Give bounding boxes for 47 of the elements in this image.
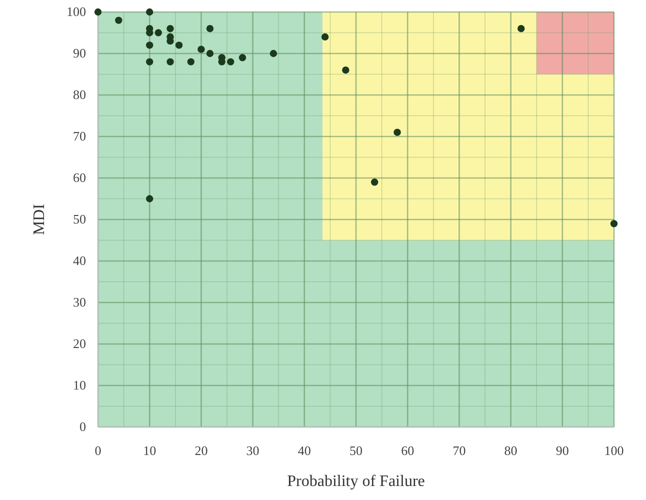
point (610, 220, 618, 228)
y-tick-label: 20 (73, 336, 86, 351)
x-tick-label: 100 (604, 443, 624, 458)
x-tick-label: 60 (401, 443, 414, 458)
x-tick-label: 70 (452, 443, 466, 458)
y-tick-label: 70 (73, 128, 86, 144)
point (394, 128, 401, 136)
y-tick-label: 10 (73, 378, 86, 392)
point (146, 42, 154, 49)
point (187, 58, 194, 66)
y-axis-title: MDI (31, 204, 48, 236)
x-axis-title: Probability of Failure (287, 473, 425, 490)
point (238, 54, 246, 62)
x-tick-label: 50 (350, 443, 362, 458)
point (518, 25, 525, 32)
point (146, 58, 154, 66)
point (146, 8, 154, 16)
x-tick-label: 90 (556, 443, 569, 458)
point (370, 178, 378, 186)
point (198, 46, 205, 53)
x-tick-label: 80 (504, 443, 518, 458)
point (115, 16, 122, 24)
point (206, 25, 214, 32)
point (166, 25, 174, 32)
point (342, 66, 350, 74)
y-tick-label: 100 (66, 4, 86, 19)
point (321, 33, 329, 40)
y-tick-label: 50 (73, 212, 86, 226)
point (94, 8, 102, 16)
point (166, 58, 174, 66)
x-tick-label: 20 (194, 443, 208, 458)
y-tick-label: 30 (73, 294, 86, 310)
x-tick-label: 10 (143, 443, 156, 458)
x-tick-label: 40 (298, 443, 311, 458)
y-tick-label: 90 (73, 46, 86, 60)
point (146, 195, 154, 202)
point (270, 50, 278, 58)
point (227, 58, 234, 66)
point (175, 42, 183, 49)
point (206, 50, 214, 58)
x-tick-label: 30 (246, 443, 260, 458)
y-tick-label: 40 (73, 253, 86, 268)
y-tick-label: 0 (80, 419, 86, 434)
x-tick-label: 0 (94, 443, 102, 458)
y-tick-label: 60 (73, 170, 86, 185)
point (154, 29, 162, 36)
y-tick-label: 80 (73, 87, 86, 102)
